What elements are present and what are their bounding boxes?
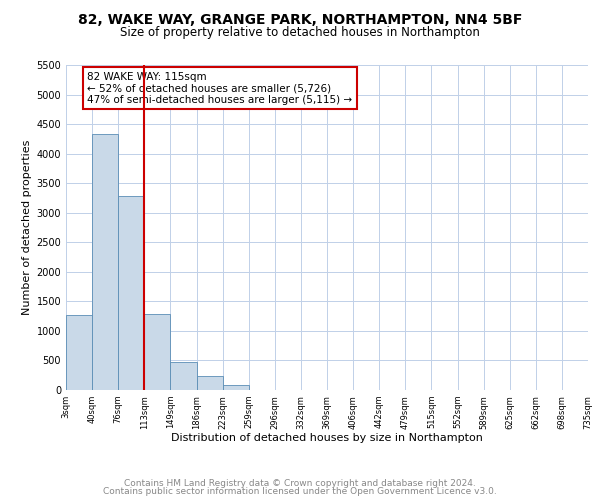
Text: 82, WAKE WAY, GRANGE PARK, NORTHAMPTON, NN4 5BF: 82, WAKE WAY, GRANGE PARK, NORTHAMPTON, … [78,12,522,26]
Bar [92,134,118,390]
Bar [145,314,170,390]
Bar [197,376,223,390]
Text: Size of property relative to detached houses in Northampton: Size of property relative to detached ho… [120,26,480,39]
Text: Contains public sector information licensed under the Open Government Licence v3: Contains public sector information licen… [103,487,497,496]
Bar [118,196,145,390]
Bar [223,385,249,390]
Bar [170,362,197,390]
Text: 82 WAKE WAY: 115sqm
← 52% of detached houses are smaller (5,726)
47% of semi-det: 82 WAKE WAY: 115sqm ← 52% of detached ho… [88,72,353,104]
Text: Contains HM Land Registry data © Crown copyright and database right 2024.: Contains HM Land Registry data © Crown c… [124,478,476,488]
Bar [66,315,92,390]
Y-axis label: Number of detached properties: Number of detached properties [22,140,32,315]
X-axis label: Distribution of detached houses by size in Northampton: Distribution of detached houses by size … [171,433,483,443]
